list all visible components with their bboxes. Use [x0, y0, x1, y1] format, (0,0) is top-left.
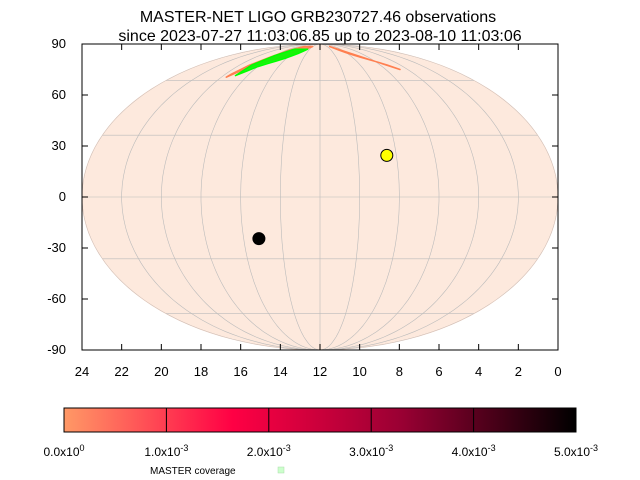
x-tick-label: 18 — [194, 364, 208, 379]
y-tick-label: 90 — [52, 36, 66, 51]
colorbar-tick-label: 1.0x10-3 — [144, 443, 188, 459]
colorbar-tick-label: 3.0x10-3 — [349, 443, 393, 459]
grid-lines — [82, 44, 558, 350]
y-tick-label: -30 — [47, 240, 66, 255]
x-tick-label: 22 — [114, 364, 128, 379]
moon-marker — [252, 232, 266, 246]
coverage-points — [225, 45, 401, 78]
x-tick-label: 6 — [435, 364, 442, 379]
colorbar-tick-label: 0.0x100 — [43, 443, 84, 459]
y-tick-label: -60 — [47, 291, 66, 306]
colorbar-tick-label: 2.0x10-3 — [247, 443, 291, 459]
colorbar — [63, 407, 577, 433]
chart-title-line1: MASTER-NET LIGO GRB230727.46 observation… — [140, 9, 496, 26]
x-tick-label: 24 — [75, 364, 89, 379]
coverage-region — [328, 45, 401, 71]
x-tick-label: 4 — [475, 364, 482, 379]
legend-label: MASTER coverage — [150, 466, 236, 477]
x-tick-label: 0 — [554, 364, 561, 379]
legend-swatch — [277, 466, 285, 474]
x-tick-label: 8 — [396, 364, 403, 379]
coverage-region — [234, 48, 309, 77]
y-tick-label: 0 — [59, 189, 66, 204]
colorbar-tick-label: 5.0x10-3 — [554, 443, 598, 459]
colorbar-tick-label: 4.0x10-3 — [452, 443, 496, 459]
x-tick-label: 10 — [352, 364, 366, 379]
y-tick-label: -90 — [47, 342, 66, 357]
x-tick-label: 16 — [233, 364, 247, 379]
y-axis-ticks: 90 60 30 0 -30 -60 -90 — [47, 36, 558, 357]
x-tick-label: 2 — [515, 364, 522, 379]
y-tick-label: 60 — [52, 87, 66, 102]
sun-marker — [380, 148, 394, 162]
sky-markers — [252, 148, 394, 246]
x-tick-label: 12 — [313, 364, 327, 379]
x-tick-label: 20 — [154, 364, 168, 379]
x-axis-ticks: 24 22 20 18 16 14 12 10 8 6 4 2 0 — [75, 44, 562, 379]
colorbar-ticks: 0.0x100 1.0x10-3 2.0x10-3 3.0x10-3 4.0x10-3 5… — [43, 408, 598, 459]
chart-title-line2: since 2023-07-27 11:03:06.85 up to 2023-… — [118, 28, 521, 45]
x-tick-label: 14 — [273, 364, 287, 379]
y-tick-label: 30 — [52, 138, 66, 153]
